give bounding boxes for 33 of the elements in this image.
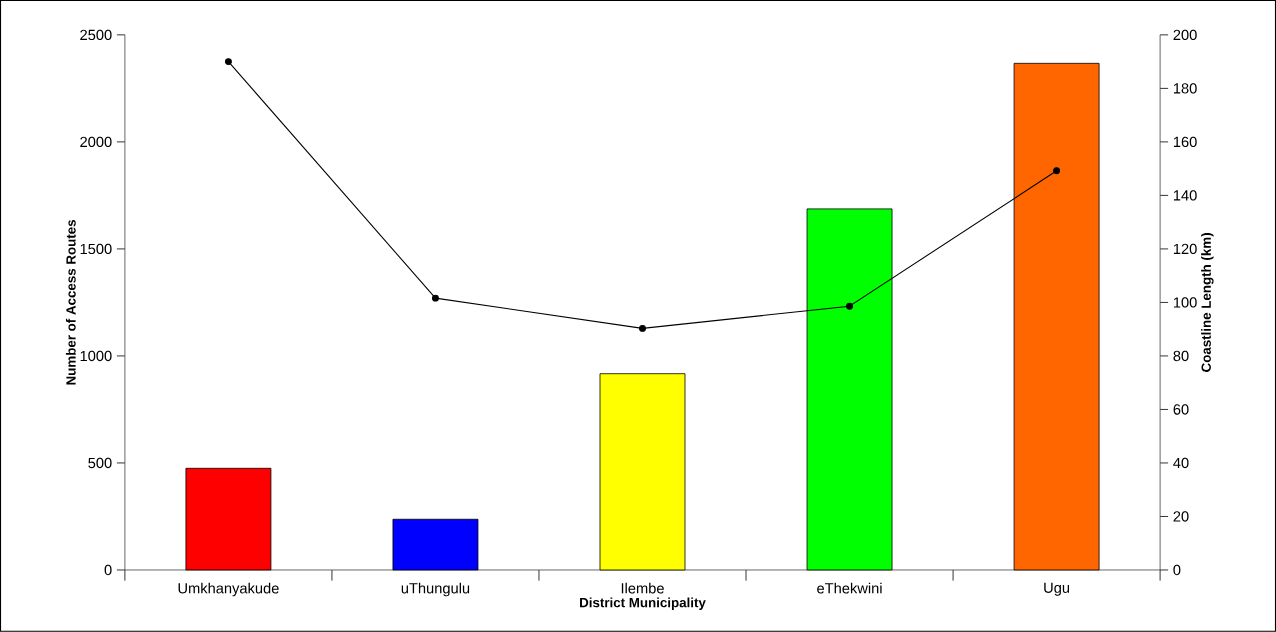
x-tick-label: Ilembe [621, 582, 664, 594]
y-tick-label: 0 [104, 564, 112, 576]
y2-tick-label: 160 [1173, 136, 1197, 148]
y-axis-title: Number of Access Routes [65, 220, 76, 385]
y2-tick-label: 120 [1173, 243, 1197, 255]
y2-tick-label: 0 [1173, 564, 1181, 576]
y2-tick-label: 60 [1173, 404, 1189, 415]
y-tick-label: 1500 [80, 243, 112, 255]
x-tick-label: eThekwini [817, 582, 882, 594]
bar [392, 518, 479, 571]
x-tick-label: uThungulu [401, 582, 470, 597]
y2-tick-label: 20 [1173, 511, 1189, 522]
x-tick-label: Umkhanyakude [178, 582, 279, 597]
x-tick-label: Ugu [1044, 582, 1070, 596]
y2-tick-label: 180 [1173, 83, 1197, 94]
point [846, 302, 854, 310]
x-axis-title: District Municipality [580, 597, 706, 611]
point [639, 324, 646, 332]
point [431, 294, 439, 302]
point [1053, 167, 1061, 175]
y2-tick-label: 80 [1173, 350, 1189, 362]
y-tick-label: 500 [88, 457, 112, 469]
y2-tick-label: 140 [1173, 190, 1197, 201]
y2-tick-label: 40 [1173, 457, 1189, 469]
point [224, 58, 232, 66]
y2-tick-label: 100 [1173, 297, 1197, 308]
bar [599, 373, 686, 571]
y-tick-label: 2000 [80, 136, 112, 148]
bar [185, 467, 272, 571]
y-tick-label: 2500 [80, 29, 112, 41]
y-tick-label: 1000 [80, 350, 112, 362]
y2-tick-label: 200 [1173, 29, 1197, 41]
y2-axis-title: Coastline Length (km) [1201, 233, 1214, 372]
